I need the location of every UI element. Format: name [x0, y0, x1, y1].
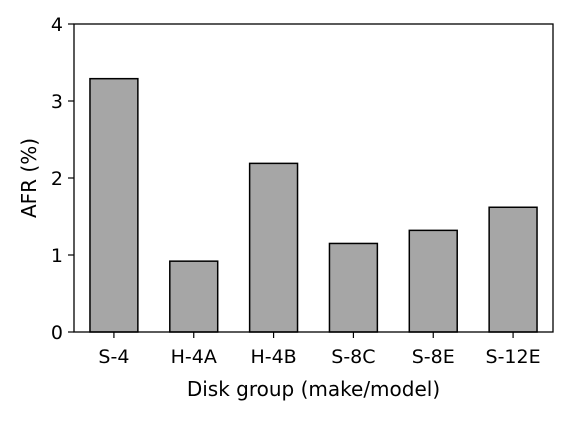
x-tick-label: H-4B — [250, 346, 296, 368]
y-tick-label: 1 — [51, 245, 63, 267]
bar-h-4b — [248, 162, 299, 333]
y-axis-label: AFR (%) — [17, 138, 41, 218]
y-tick-label: 3 — [51, 91, 63, 113]
x-axis-ticks: S-4 H-4A H-4B S-8C S-8E S-12E — [98, 332, 541, 368]
y-tick-label: 4 — [51, 14, 63, 36]
x-tick-label: S-8E — [412, 346, 455, 368]
x-tick-label: S-8C — [331, 346, 375, 368]
bar-s-12e — [488, 206, 538, 333]
y-tick-label: 2 — [51, 168, 63, 190]
x-tick-label: S-4 — [98, 346, 129, 368]
y-axis-ticks: 0 1 2 3 4 — [51, 14, 74, 344]
bar-h-4a — [169, 260, 219, 333]
plot-frame — [73, 23, 554, 333]
bar-s-8e — [408, 229, 458, 333]
x-tick-label: H-4A — [171, 346, 217, 368]
bar-s-8c — [328, 242, 379, 333]
bar-s-4 — [89, 77, 139, 333]
bars-layer — [89, 77, 538, 333]
x-tick-label: S-12E — [486, 346, 541, 368]
x-axis-label: Disk group (make/model) — [187, 377, 440, 401]
y-tick-label: 0 — [51, 322, 63, 344]
